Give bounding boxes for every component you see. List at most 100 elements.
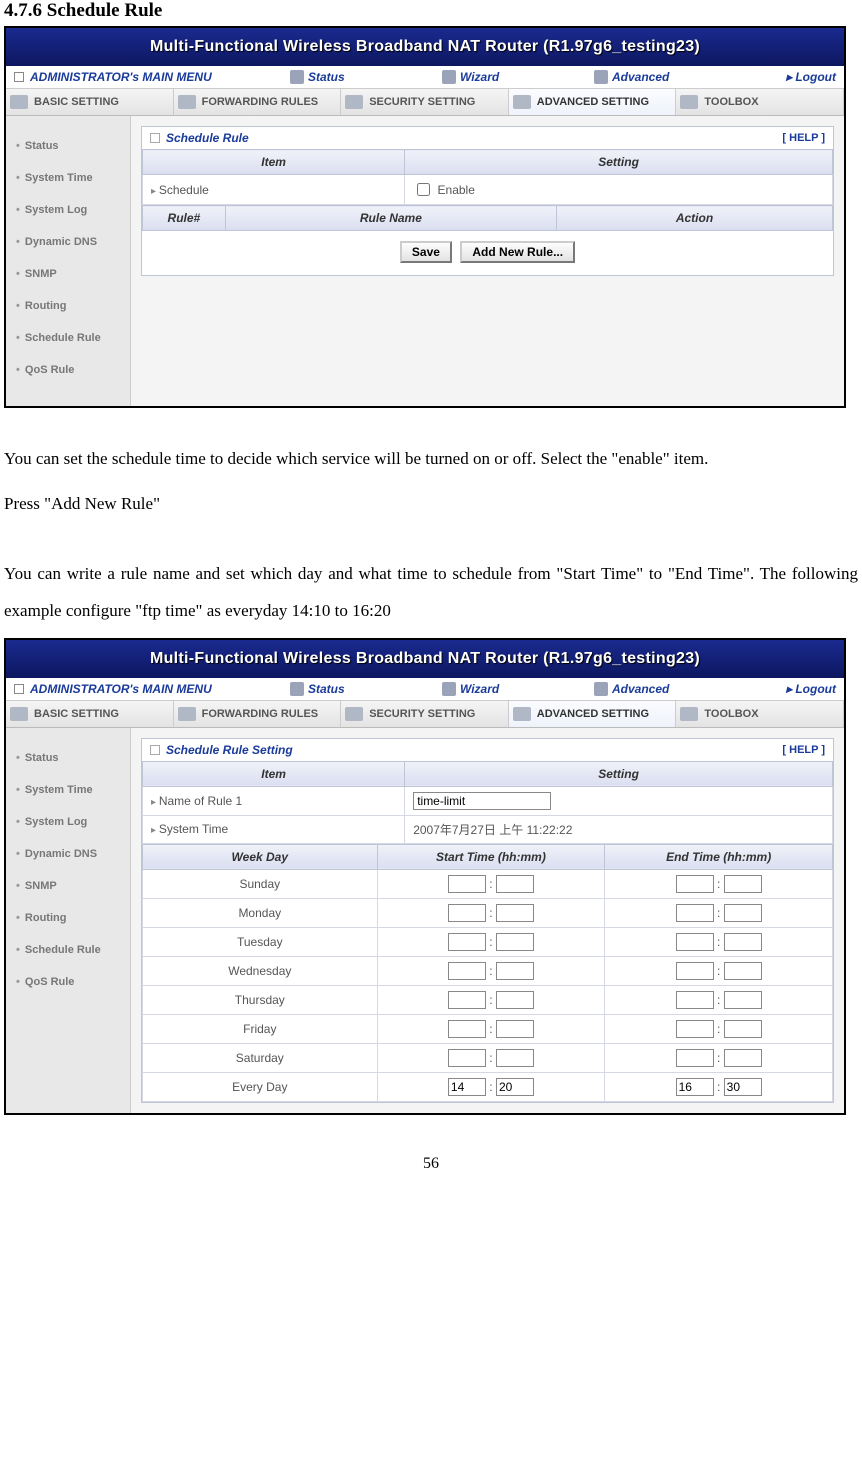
sidebar-item-dynamic-dns[interactable]: Dynamic DNS xyxy=(6,838,130,870)
sidebar-item-system-log[interactable]: System Log xyxy=(6,806,130,838)
end-hour-input[interactable] xyxy=(676,1020,714,1038)
tab-forwarding-rules[interactable]: FORWARDING RULES xyxy=(174,701,342,727)
sidebar-item-status[interactable]: Status xyxy=(6,742,130,774)
topnav-logout[interactable]: ▸ Logout xyxy=(746,70,836,84)
forwarding-icon xyxy=(178,707,196,721)
col-setting: Setting xyxy=(405,150,833,175)
start-min-input[interactable] xyxy=(496,1020,534,1038)
day-label: Tuesday xyxy=(143,927,378,956)
sidebar-item-qos-rule[interactable]: QoS Rule xyxy=(6,354,130,386)
topnav-status[interactable]: Status xyxy=(290,682,442,696)
day-label: Monday xyxy=(143,898,378,927)
start-hour-input[interactable] xyxy=(448,962,486,980)
router-sidebar-2: Status System Time System Log Dynamic DN… xyxy=(6,728,131,1113)
row-systime-value: 2007年7月27日 上午 11:22:22 xyxy=(405,815,833,843)
topnav-logout[interactable]: ▸ Logout xyxy=(746,682,836,696)
start-min-input[interactable] xyxy=(496,1049,534,1067)
sidebar-item-qos-rule[interactable]: QoS Rule xyxy=(6,966,130,998)
row-schedule-label: Schedule xyxy=(143,175,405,205)
start-min-input[interactable] xyxy=(496,875,534,893)
day-label: Saturday xyxy=(143,1043,378,1072)
topnav-wizard[interactable]: Wizard xyxy=(442,682,594,696)
tab-basic-setting[interactable]: BASIC SETTING xyxy=(6,701,174,727)
topnav-status[interactable]: Status xyxy=(290,70,442,84)
end-hour-input[interactable] xyxy=(676,991,714,1009)
start-min-input[interactable] xyxy=(496,1078,534,1096)
col-action: Action xyxy=(556,206,832,231)
start-hour-input[interactable] xyxy=(448,875,486,893)
start-hour-input[interactable] xyxy=(448,991,486,1009)
help-link[interactable]: [ HELP ] xyxy=(782,132,825,144)
sidebar-item-schedule-rule[interactable]: Schedule Rule xyxy=(6,934,130,966)
router-tabbar-2: BASIC SETTING FORWARDING RULES SECURITY … xyxy=(6,701,844,728)
end-min-input[interactable] xyxy=(724,933,762,951)
add-new-rule-button[interactable]: Add New Rule... xyxy=(460,241,575,263)
end-min-input[interactable] xyxy=(724,904,762,922)
sidebar-item-system-time[interactable]: System Time xyxy=(6,774,130,806)
end-hour-input[interactable] xyxy=(676,1049,714,1067)
end-hour-input[interactable] xyxy=(676,933,714,951)
sidebar-item-system-log[interactable]: System Log xyxy=(6,194,130,226)
topnav-advanced[interactable]: Advanced xyxy=(594,682,746,696)
schedule-enable-checkbox[interactable] xyxy=(417,183,430,196)
col-weekday: Week Day xyxy=(143,844,378,869)
save-button[interactable]: Save xyxy=(400,241,452,263)
tab-advanced-setting[interactable]: ADVANCED SETTING xyxy=(509,89,677,115)
screenshot-schedule-rule: Multi-Functional Wireless Broadband NAT … xyxy=(4,26,846,408)
start-min-input[interactable] xyxy=(496,933,534,951)
end-min-input[interactable] xyxy=(724,991,762,1009)
end-min-input[interactable] xyxy=(724,875,762,893)
tab-basic-setting[interactable]: BASIC SETTING xyxy=(6,89,174,115)
wizard-icon xyxy=(442,682,456,696)
advsetting-icon xyxy=(513,95,531,109)
col-item: Item xyxy=(143,150,405,175)
end-min-input[interactable] xyxy=(724,962,762,980)
end-min-input[interactable] xyxy=(724,1049,762,1067)
tab-advanced-setting[interactable]: ADVANCED SETTING xyxy=(509,701,677,727)
start-hour-input[interactable] xyxy=(448,1020,486,1038)
end-hour-input[interactable] xyxy=(676,1078,714,1096)
sidebar-item-snmp[interactable]: SNMP xyxy=(6,258,130,290)
start-hour-input[interactable] xyxy=(448,904,486,922)
col-rulename: Rule Name xyxy=(225,206,556,231)
tab-forwarding-rules[interactable]: FORWARDING RULES xyxy=(174,89,342,115)
topnav-wizard[interactable]: Wizard xyxy=(442,70,594,84)
sidebar-item-status[interactable]: Status xyxy=(6,130,130,162)
sidebar-item-schedule-rule[interactable]: Schedule Rule xyxy=(6,322,130,354)
sidebar-item-dynamic-dns[interactable]: Dynamic DNS xyxy=(6,226,130,258)
screenshot-schedule-rule-setting: Multi-Functional Wireless Broadband NAT … xyxy=(4,638,846,1115)
sidebar-item-snmp[interactable]: SNMP xyxy=(6,870,130,902)
router-tabbar: BASIC SETTING FORWARDING RULES SECURITY … xyxy=(6,89,844,116)
router-titlebar: Multi-Functional Wireless Broadband NAT … xyxy=(6,28,844,66)
end-hour-input[interactable] xyxy=(676,904,714,922)
end-min-input[interactable] xyxy=(724,1078,762,1096)
page-number: 56 xyxy=(4,1155,858,1173)
sidebar-item-routing[interactable]: Routing xyxy=(6,902,130,934)
start-min-input[interactable] xyxy=(496,904,534,922)
router-topnav: ADMINISTRATOR's MAIN MENU Status Wizard … xyxy=(6,66,844,89)
tab-toolbox[interactable]: TOOLBOX xyxy=(676,89,844,115)
col-item-2: Item xyxy=(143,761,405,786)
start-min-input[interactable] xyxy=(496,991,534,1009)
status-icon xyxy=(290,682,304,696)
col-rulenum: Rule# xyxy=(143,206,226,231)
router-topnav-2: ADMINISTRATOR's MAIN MENU Status Wizard … xyxy=(6,678,844,701)
topnav-advanced[interactable]: Advanced xyxy=(594,70,746,84)
sidebar-item-routing[interactable]: Routing xyxy=(6,290,130,322)
forwarding-icon xyxy=(178,95,196,109)
start-hour-input[interactable] xyxy=(448,1078,486,1096)
paragraph-3: You can write a rule name and set which … xyxy=(4,555,858,630)
end-hour-input[interactable] xyxy=(676,962,714,980)
start-hour-input[interactable] xyxy=(448,1049,486,1067)
start-min-input[interactable] xyxy=(496,962,534,980)
sidebar-item-system-time[interactable]: System Time xyxy=(6,162,130,194)
end-hour-input[interactable] xyxy=(676,875,714,893)
rule-name-input[interactable] xyxy=(413,792,551,810)
help-link-2[interactable]: [ HELP ] xyxy=(782,744,825,756)
start-hour-input[interactable] xyxy=(448,933,486,951)
tab-security-setting[interactable]: SECURITY SETTING xyxy=(341,701,509,727)
end-min-input[interactable] xyxy=(724,1020,762,1038)
tab-toolbox[interactable]: TOOLBOX xyxy=(676,701,844,727)
panel-title: Schedule Rule xyxy=(150,131,249,145)
tab-security-setting[interactable]: SECURITY SETTING xyxy=(341,89,509,115)
